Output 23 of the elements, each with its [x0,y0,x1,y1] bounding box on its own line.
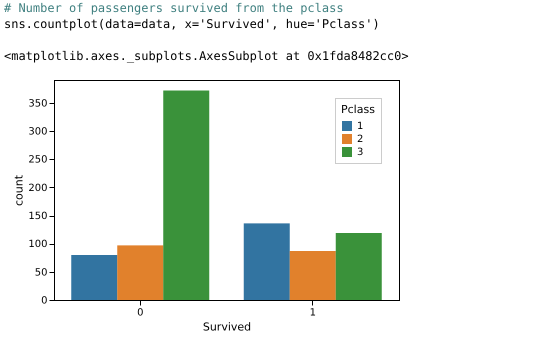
bar [163,90,210,300]
x-axis-title: Survived [202,320,252,334]
text: sns.countplot(data=data, x='Survived', hue='Pclass') [4,17,380,31]
bar [290,251,336,300]
y-tick-label: 100 [28,239,48,250]
bar [336,232,382,300]
y-tick-label: 250 [28,154,48,166]
legend-label: 3 [357,147,364,158]
bar [117,245,164,300]
bar [244,223,290,300]
y-tick-label: 200 [28,182,48,194]
text: # Number of passengers survived from the pclass [4,1,344,15]
y-tick-label: 300 [28,126,48,138]
y-axis-title: count [12,174,26,206]
legend-label: 1 [357,121,364,132]
y-tick-label: 0 [41,296,48,306]
legend-label: 2 [357,134,364,145]
y-tick-label: 350 [28,98,48,110]
y-tick-label: 150 [28,211,48,222]
y-tick-label: 50 [34,267,48,278]
legend-title: Pclass [341,103,376,116]
text: <matplotlib.axes._subplots.AxesSubplot at 0x1fda8482cc0> [4,49,409,63]
bar [71,254,118,300]
